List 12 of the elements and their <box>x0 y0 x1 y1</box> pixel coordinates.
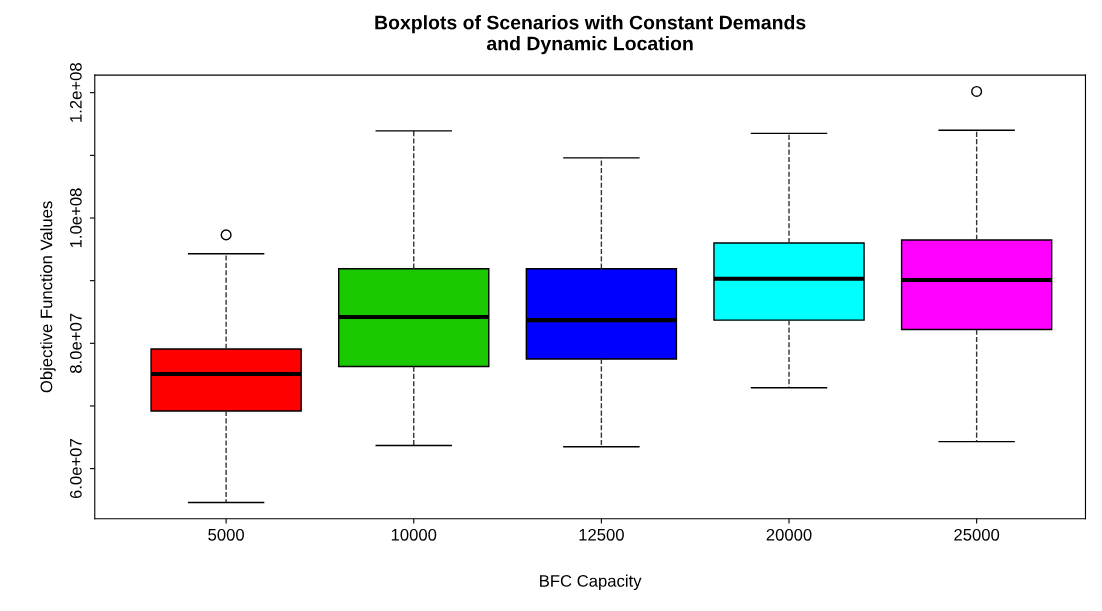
y-tick-label: 1.2e+08 <box>69 63 82 122</box>
x-tick-label: 5000 <box>208 528 244 541</box>
x-tick-label: 25000 <box>954 528 1000 541</box>
y-axis-title: Objective Function Values <box>40 201 56 393</box>
y-tick-label: 6.0e+07 <box>69 439 82 499</box>
x-axis-title: BFC Capacity <box>540 574 642 591</box>
x-tick-label: 20000 <box>766 528 812 541</box>
x-tick-label: 10000 <box>391 528 437 541</box>
x-tick-label: 12500 <box>579 528 624 541</box>
y-tick-label: 8.0e+07 <box>69 313 82 373</box>
y-tick-label: 1.0e+08 <box>69 188 82 248</box>
chart-title: Boxplots of Scenarios with Constant Demands and Dynamic Location <box>375 15 806 55</box>
